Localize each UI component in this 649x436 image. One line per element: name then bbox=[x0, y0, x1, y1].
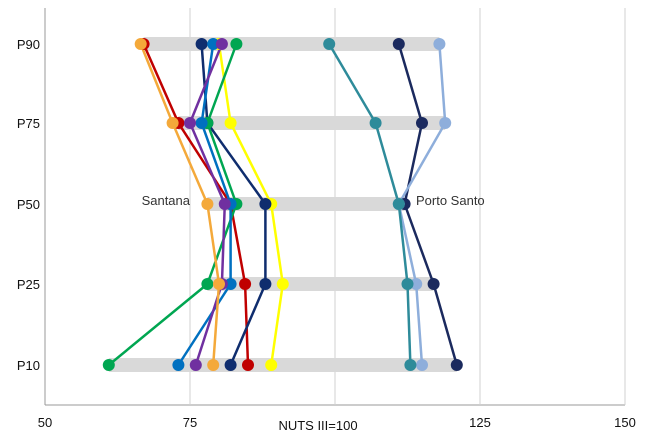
series-point-2-p50 bbox=[392, 198, 405, 210]
series-point-7-p75 bbox=[195, 117, 208, 129]
series-point-6-p25 bbox=[201, 278, 214, 290]
series-point-4-p10 bbox=[242, 359, 254, 371]
series-point-8-p75 bbox=[184, 117, 196, 129]
series-point-2-p25 bbox=[401, 278, 414, 290]
series-point-8-p50 bbox=[218, 198, 231, 210]
series-point-4-p25 bbox=[239, 278, 252, 290]
series-point-2-p90 bbox=[323, 38, 336, 50]
series-point-3-p25 bbox=[276, 278, 289, 290]
series-point-3-p75 bbox=[224, 117, 237, 129]
range-bar-p50 bbox=[207, 197, 405, 211]
series-point-5-p25 bbox=[259, 278, 272, 290]
series-point-1-p75 bbox=[439, 117, 452, 129]
y-tick-label-p50: P50 bbox=[17, 197, 40, 212]
annotation-santana: Santana bbox=[142, 193, 191, 208]
series-point-9-p75 bbox=[166, 117, 179, 129]
series-point-6-p10 bbox=[102, 359, 115, 371]
y-tick-label-p10: P10 bbox=[17, 358, 40, 373]
series-point-1-p90 bbox=[433, 38, 446, 50]
series-point-7-p90 bbox=[207, 38, 220, 50]
series-point-9-p50 bbox=[201, 198, 214, 210]
series-point-7-p25 bbox=[224, 278, 237, 290]
series-point-0-p10 bbox=[450, 359, 463, 371]
x-axis-title: NUTS III=100 bbox=[278, 418, 357, 433]
series-point-5-p50 bbox=[259, 198, 272, 210]
x-tick-label-75: 75 bbox=[183, 415, 197, 430]
series-point-5-p10 bbox=[224, 359, 237, 371]
y-tick-label-p90: P90 bbox=[17, 37, 40, 52]
x-tick-label-50: 50 bbox=[38, 415, 52, 430]
series-point-1-p25 bbox=[410, 278, 423, 290]
x-tick-label-150: 150 bbox=[614, 415, 636, 430]
series-point-6-p90 bbox=[230, 38, 243, 50]
series-point-1-p10 bbox=[416, 359, 428, 371]
series-point-2-p75 bbox=[369, 117, 382, 129]
y-tick-labels: P10 P25 P50 P75 P90 bbox=[17, 37, 40, 373]
y-tick-label-p75: P75 bbox=[17, 116, 40, 131]
series-point-9-p25 bbox=[213, 278, 225, 290]
gridlines bbox=[189, 8, 626, 405]
series-point-5-p90 bbox=[195, 38, 208, 50]
series-point-9-p10 bbox=[207, 359, 220, 371]
series-point-8-p90 bbox=[215, 38, 228, 50]
series-point-2-p10 bbox=[404, 359, 417, 371]
series-point-9-p90 bbox=[134, 38, 147, 50]
series-point-8-p10 bbox=[189, 359, 202, 371]
series-point-0-p90 bbox=[392, 38, 405, 50]
series-point-0-p75 bbox=[416, 117, 428, 129]
series-points bbox=[102, 38, 463, 371]
x-tick-labels: 50 75 125 150 bbox=[38, 415, 636, 430]
range-bar-p75 bbox=[178, 116, 446, 130]
x-tick-label-125: 125 bbox=[469, 415, 491, 430]
series-point-3-p10 bbox=[265, 359, 278, 371]
annotation-porto-santo: Porto Santo bbox=[416, 193, 485, 208]
series-point-7-p10 bbox=[172, 359, 185, 371]
y-tick-label-p25: P25 bbox=[17, 277, 40, 292]
series-point-0-p25 bbox=[427, 278, 440, 290]
